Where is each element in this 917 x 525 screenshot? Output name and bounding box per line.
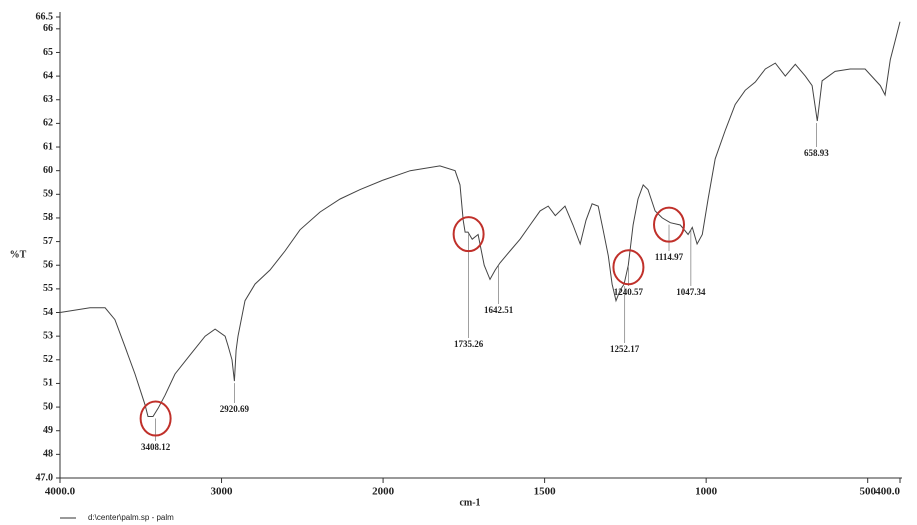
- y-tick-label: 66: [43, 23, 53, 34]
- x-tick-label: 1500: [534, 486, 557, 498]
- y-tick-label: 63: [43, 94, 53, 105]
- peak-label: 658.93: [804, 148, 829, 158]
- peak-label: 1735.26: [454, 339, 484, 349]
- x-tick-label: 2000: [372, 486, 395, 498]
- peak-label: 1240.57: [614, 287, 644, 297]
- y-tick-label: 59: [43, 189, 53, 200]
- peak-circle: [612, 249, 645, 286]
- peak-label: 1114.97: [655, 252, 684, 262]
- y-tick-label: 53: [43, 330, 53, 341]
- y-tick-label: 55: [43, 283, 53, 294]
- y-tick-label: 61: [43, 141, 53, 152]
- y-tick-label: 51: [43, 378, 53, 389]
- peak-circle: [653, 206, 686, 243]
- peak-label: 1047.34: [676, 287, 706, 297]
- peak-label: 1642.51: [484, 305, 514, 315]
- peak-circle: [452, 216, 485, 253]
- y-tick-label: 57: [43, 236, 53, 247]
- y-tick-label: 50: [43, 401, 53, 412]
- peak-label: 2920.69: [220, 404, 250, 414]
- peak-circle: [139, 400, 172, 437]
- y-tick-label: 54: [43, 307, 53, 318]
- x-tick-label: 3000: [211, 486, 234, 498]
- y-tick-label: 62: [43, 118, 53, 129]
- x-axis-label: cm-1: [459, 497, 480, 508]
- y-tick-label: 65: [43, 47, 53, 58]
- peak-label: 3408.12: [141, 442, 171, 452]
- y-axis-label: %T: [10, 249, 27, 260]
- y-tick-label: 52: [43, 354, 53, 365]
- x-tick-label: 400.0: [875, 486, 900, 498]
- y-tick-label: 58: [43, 212, 53, 223]
- x-tick-label: 4000.0: [45, 486, 76, 498]
- y-tick-label: 64: [43, 70, 53, 81]
- x-tick-label: 1000: [695, 486, 718, 498]
- legend-text: d:\center\palm.sp - palm: [88, 513, 174, 522]
- spectrum-line: [59, 21, 901, 417]
- y-tick-label: 49: [43, 425, 53, 436]
- peak-label: 1252.17: [610, 344, 640, 354]
- y-tick-label: 56: [43, 260, 53, 271]
- y-tick-label: 47.0: [36, 472, 54, 483]
- y-tick-label: 48: [43, 449, 53, 460]
- y-tick-label: 66.5: [36, 11, 54, 22]
- y-tick-label: 60: [43, 165, 53, 176]
- x-tick-label: 500: [859, 486, 876, 498]
